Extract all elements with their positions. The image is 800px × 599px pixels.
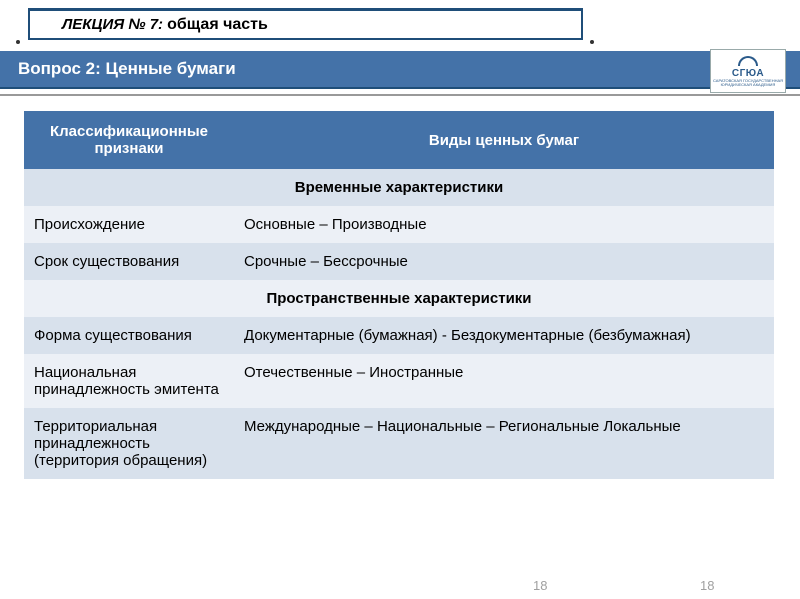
logo-icon xyxy=(738,56,758,66)
cell-val: Срочные – Бессрочные xyxy=(234,243,774,280)
cell-val: Документарные (бумажная) - Бездокументар… xyxy=(234,317,774,354)
question-text: Вопрос 2: Ценные бумаги xyxy=(18,59,236,79)
cell-val: Отечественные – Иностранные xyxy=(234,354,774,408)
lecture-prefix: ЛЕКЦИЯ № 7: xyxy=(62,16,163,33)
table-row: Срок существования Срочные – Бессрочные xyxy=(24,243,774,280)
lecture-title: общая часть xyxy=(167,16,268,34)
section-title: Временные характеристики xyxy=(24,169,774,206)
table-row: Территориальная принадлежность (территор… xyxy=(24,408,774,479)
page-number-2: 18 xyxy=(700,578,714,593)
cell-attr: Территориальная принадлежность (территор… xyxy=(24,408,234,479)
section-row: Пространственные характеристики xyxy=(24,280,774,317)
lecture-bar: ЛЕКЦИЯ № 7: общая часть xyxy=(28,8,583,40)
page-number-1: 18 xyxy=(533,578,547,593)
horizontal-rule xyxy=(0,94,800,96)
decor-dot-left xyxy=(16,40,20,44)
cell-val: Международные – Национальные – Региональ… xyxy=(234,408,774,479)
cell-attr: Происхождение xyxy=(24,206,234,243)
question-bar: Вопрос 2: Ценные бумаги xyxy=(0,51,800,89)
section-title: Пространственные характеристики xyxy=(24,280,774,317)
logo-subtitle: САРАТОВСКАЯ ГОСУДАРСТВЕННАЯ ЮРИДИЧЕСКАЯ … xyxy=(711,79,785,87)
classification-table: Классификационные признаки Виды ценных б… xyxy=(24,111,774,479)
col-header-1: Классификационные признаки xyxy=(24,111,234,169)
table-row: Происхождение Основные – Производные xyxy=(24,206,774,243)
decor-dot-right xyxy=(590,40,594,44)
col-header-2: Виды ценных бумаг xyxy=(234,111,774,169)
section-row: Временные характеристики xyxy=(24,169,774,206)
table-row: Форма существования Документарные (бумаж… xyxy=(24,317,774,354)
cell-attr: Форма существования xyxy=(24,317,234,354)
table-header-row: Классификационные признаки Виды ценных б… xyxy=(24,111,774,169)
cell-attr: Национальная принадлежность эмитента xyxy=(24,354,234,408)
logo: СГЮА САРАТОВСКАЯ ГОСУДАРСТВЕННАЯ ЮРИДИЧЕ… xyxy=(710,49,786,93)
table-row: Национальная принадлежность эмитента Оте… xyxy=(24,354,774,408)
classification-table-wrap: Классификационные признаки Виды ценных б… xyxy=(24,111,774,479)
cell-val: Основные – Производные xyxy=(234,206,774,243)
cell-attr: Срок существования xyxy=(24,243,234,280)
logo-text: СГЮА xyxy=(732,68,764,79)
